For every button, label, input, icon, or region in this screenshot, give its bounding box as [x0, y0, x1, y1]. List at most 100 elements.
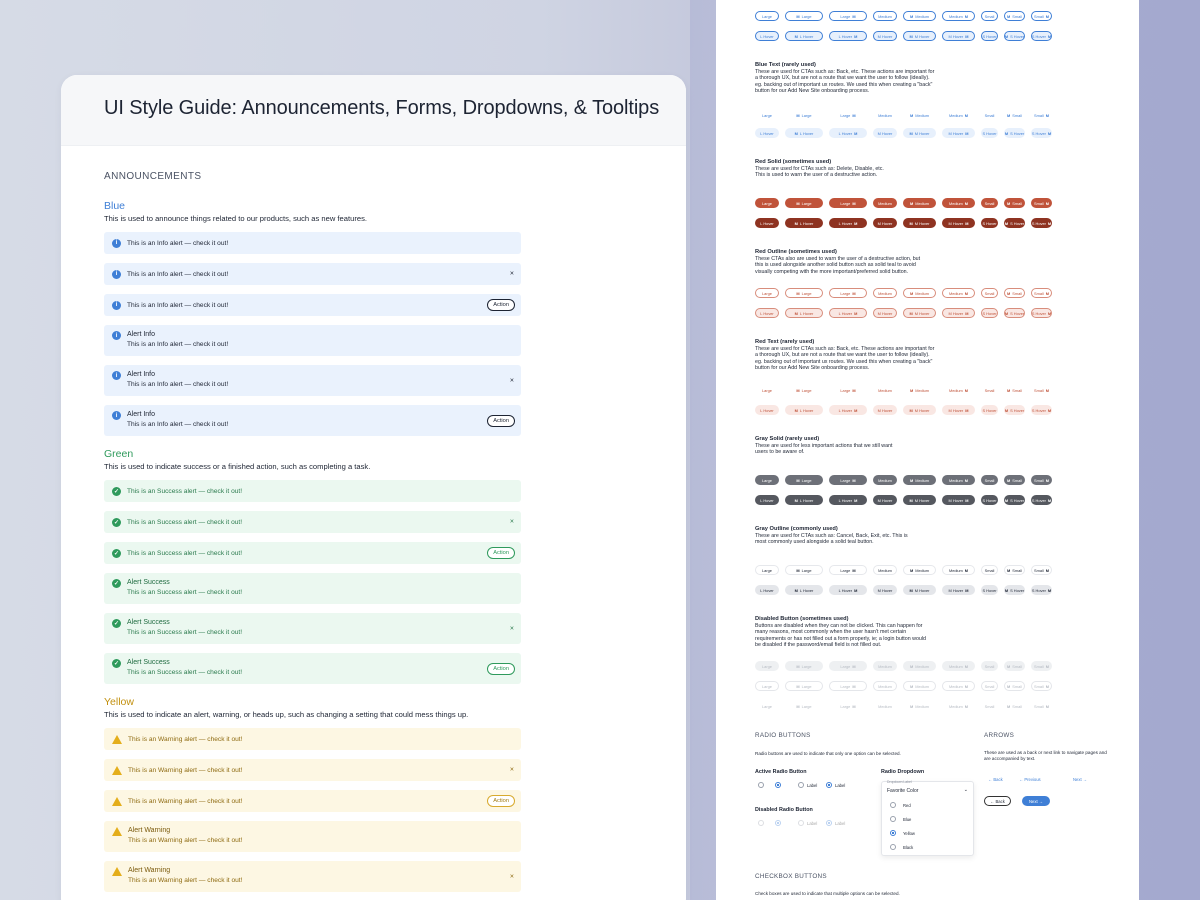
- gray-solid-button[interactable]: S Hover M: [1031, 495, 1052, 505]
- gray-solid-button[interactable]: Medium: [873, 475, 897, 485]
- red-text-button[interactable]: M Small: [1004, 385, 1025, 395]
- gray-outline-button[interactable]: M Large: [785, 565, 823, 575]
- red-solid-button[interactable]: S Hover M: [1031, 218, 1052, 228]
- red-outline-button[interactable]: Large: [755, 288, 779, 298]
- dropdown-option[interactable]: Yellow: [903, 831, 915, 836]
- red-text-button[interactable]: Medium M: [942, 385, 975, 395]
- red-text-button[interactable]: L Hover: [755, 405, 779, 415]
- red-text-button[interactable]: Large M: [829, 385, 867, 395]
- blue-outline-button[interactable]: M Small: [1004, 11, 1025, 21]
- close-icon[interactable]: ×: [509, 766, 514, 774]
- blue-text-button[interactable]: M Small: [1004, 110, 1025, 120]
- action-button[interactable]: Action: [487, 414, 515, 427]
- blue-text-button[interactable]: M Hover: [873, 128, 897, 138]
- close-icon[interactable]: ×: [509, 377, 514, 384]
- red-solid-button[interactable]: S Hover: [981, 218, 998, 228]
- gray-outline-button[interactable]: Large: [755, 565, 779, 575]
- blue-outline-button[interactable]: L Hover: [755, 31, 779, 41]
- red-solid-button[interactable]: M Large: [785, 198, 823, 208]
- close-icon[interactable]: ×: [509, 518, 514, 526]
- red-text-button[interactable]: Small M: [1031, 385, 1052, 395]
- gray-solid-button[interactable]: M Small: [1004, 475, 1025, 485]
- blue-outline-button[interactable]: Medium: [873, 11, 897, 21]
- blue-text-button[interactable]: Medium: [873, 110, 897, 120]
- blue-outline-button[interactable]: L Hover M: [829, 31, 867, 41]
- blue-text-button[interactable]: M Medium: [903, 110, 936, 120]
- next-link[interactable]: Next →: [1073, 777, 1087, 782]
- close-icon[interactable]: ×: [509, 270, 514, 278]
- red-outline-button[interactable]: S Hover: [981, 308, 998, 318]
- blue-outline-button[interactable]: Large M: [829, 11, 867, 21]
- red-outline-button[interactable]: M Hover M: [942, 308, 975, 318]
- gray-solid-button[interactable]: Large M: [829, 475, 867, 485]
- red-outline-button[interactable]: Medium: [873, 288, 897, 298]
- gray-outline-button[interactable]: Large M: [829, 565, 867, 575]
- blue-text-button[interactable]: Large M: [829, 110, 867, 120]
- radio-unchecked[interactable]: [798, 782, 804, 788]
- gray-solid-button[interactable]: Large: [755, 475, 779, 485]
- red-outline-button[interactable]: M Hover: [873, 308, 897, 318]
- gray-outline-button[interactable]: M Hover M: [942, 585, 975, 595]
- blue-outline-button[interactable]: Small: [981, 11, 998, 21]
- red-text-button[interactable]: Large: [755, 385, 779, 395]
- gray-outline-button[interactable]: M Medium: [903, 565, 936, 575]
- gray-solid-button[interactable]: M Large: [785, 475, 823, 485]
- option-radio[interactable]: [890, 802, 896, 808]
- blue-outline-button[interactable]: M Medium: [903, 11, 936, 21]
- red-text-button[interactable]: M Medium: [903, 385, 936, 395]
- close-icon[interactable]: ×: [509, 873, 514, 880]
- blue-text-button[interactable]: S Hover: [981, 128, 998, 138]
- blue-outline-button[interactable]: S Hover: [981, 31, 998, 41]
- dropdown-option[interactable]: Red: [903, 803, 911, 808]
- gray-outline-button[interactable]: L Hover M: [829, 585, 867, 595]
- red-text-button[interactable]: L Hover M: [829, 405, 867, 415]
- gray-outline-button[interactable]: Small M: [1031, 565, 1052, 575]
- blue-text-button[interactable]: Small: [981, 110, 998, 120]
- close-icon[interactable]: ×: [509, 625, 514, 632]
- gray-outline-button[interactable]: Medium M: [942, 565, 975, 575]
- red-solid-button[interactable]: L Hover M: [829, 218, 867, 228]
- red-solid-button[interactable]: Medium M: [942, 198, 975, 208]
- radio-checked[interactable]: [775, 782, 781, 788]
- red-outline-button[interactable]: L Hover: [755, 308, 779, 318]
- red-solid-button[interactable]: Medium: [873, 198, 897, 208]
- gray-solid-button[interactable]: L Hover: [755, 495, 779, 505]
- option-radio[interactable]: [890, 816, 896, 822]
- gray-solid-button[interactable]: Small: [981, 475, 998, 485]
- blue-text-button[interactable]: L Hover M: [829, 128, 867, 138]
- blue-outline-button[interactable]: M Large: [785, 11, 823, 21]
- back-link[interactable]: ← Back: [988, 777, 1003, 782]
- gray-outline-button[interactable]: S Hover M: [1031, 585, 1052, 595]
- red-outline-button[interactable]: Large M: [829, 288, 867, 298]
- gray-solid-button[interactable]: S Hover: [981, 495, 998, 505]
- dropdown-option[interactable]: Blue: [903, 817, 912, 822]
- action-button[interactable]: Action: [487, 662, 515, 675]
- blue-outline-button[interactable]: Medium M: [942, 11, 975, 21]
- red-outline-button[interactable]: Small: [981, 288, 998, 298]
- option-radio-selected[interactable]: [890, 830, 896, 836]
- red-solid-button[interactable]: Small: [981, 198, 998, 208]
- red-outline-button[interactable]: M Small: [1004, 288, 1025, 298]
- red-outline-button[interactable]: M Large: [785, 288, 823, 298]
- red-solid-button[interactable]: M Hover M: [942, 218, 975, 228]
- red-text-button[interactable]: S Hover M: [1031, 405, 1052, 415]
- radio-unchecked[interactable]: [758, 782, 764, 788]
- gray-outline-button[interactable]: M Hover: [873, 585, 897, 595]
